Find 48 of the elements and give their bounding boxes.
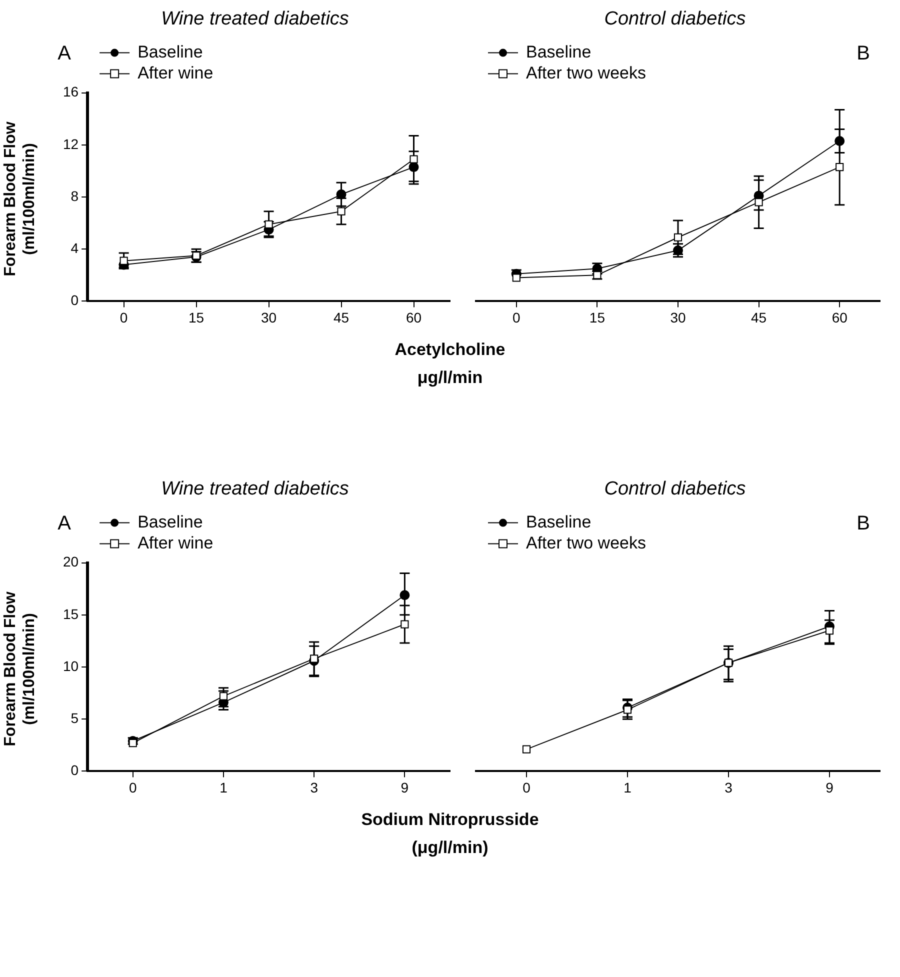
x-tick-label: 1 bbox=[220, 779, 228, 796]
legend-label: Baseline bbox=[138, 42, 203, 62]
y-tick-label: 10 bbox=[62, 658, 79, 674]
x-tick-label: 0 bbox=[522, 779, 531, 796]
x-axis-title: Acetylcholine μg/l/min bbox=[394, 339, 506, 389]
x-tick-label: 0 bbox=[128, 779, 137, 796]
chart-title: Control diabetics bbox=[604, 8, 746, 30]
text: B bbox=[856, 42, 870, 65]
legend-label: Baseline bbox=[138, 512, 203, 532]
x-tick-label: 0 bbox=[120, 309, 128, 326]
y-axis-title: Forearm Blood Flow (ml/100ml/min) bbox=[1, 590, 39, 748]
text: B bbox=[856, 512, 870, 535]
x-tick-label: 0 bbox=[512, 309, 520, 326]
y-tick-label: 15 bbox=[62, 606, 79, 622]
y-tick-label: 20 bbox=[62, 554, 79, 570]
x-tick-label: 60 bbox=[832, 309, 848, 326]
x-tick-label: 30 bbox=[670, 309, 686, 326]
legend-label: After two weeks bbox=[526, 533, 646, 552]
chart-title: Wine treated diabetics bbox=[161, 478, 350, 500]
y-tick-label: 16 bbox=[62, 84, 79, 100]
legend-label: After wine bbox=[138, 63, 214, 82]
x-tick-label: 60 bbox=[406, 309, 422, 326]
chart-title: Wine treated diabetics bbox=[161, 8, 350, 30]
x-tick-label: 9 bbox=[826, 779, 834, 796]
y-tick-label: 4 bbox=[70, 240, 79, 256]
y-tick-label: 8 bbox=[70, 188, 79, 204]
x-tick-label: 3 bbox=[310, 779, 318, 796]
x-tick-label: 45 bbox=[333, 309, 350, 326]
legend-label: After two weeks bbox=[526, 63, 646, 82]
y-tick-label: 5 bbox=[70, 710, 79, 726]
x-tick-label: 15 bbox=[188, 309, 204, 326]
legend-label: After wine bbox=[138, 533, 214, 552]
x-tick-label: 45 bbox=[751, 309, 767, 326]
y-tick-label: 0 bbox=[70, 762, 79, 778]
legend-label: Baseline bbox=[526, 512, 592, 532]
x-tick-label: 9 bbox=[400, 779, 409, 796]
legend-label: Baseline bbox=[526, 42, 592, 62]
chart-title: Control diabetics bbox=[604, 478, 746, 500]
x-axis-title: Sodium Nitroprusside (μg/l/min) bbox=[360, 809, 540, 859]
x-tick-label: 1 bbox=[624, 779, 632, 796]
x-tick-label: 15 bbox=[589, 309, 606, 326]
x-tick-label: 30 bbox=[260, 309, 277, 326]
y-tick-label: 12 bbox=[62, 136, 79, 152]
x-tick-label: 3 bbox=[724, 779, 733, 796]
text: A bbox=[58, 42, 72, 65]
y-axis-title: Forearm Blood Flow (ml/100ml/min) bbox=[1, 120, 39, 278]
y-tick-label: 0 bbox=[70, 292, 79, 308]
text: A bbox=[58, 512, 72, 535]
